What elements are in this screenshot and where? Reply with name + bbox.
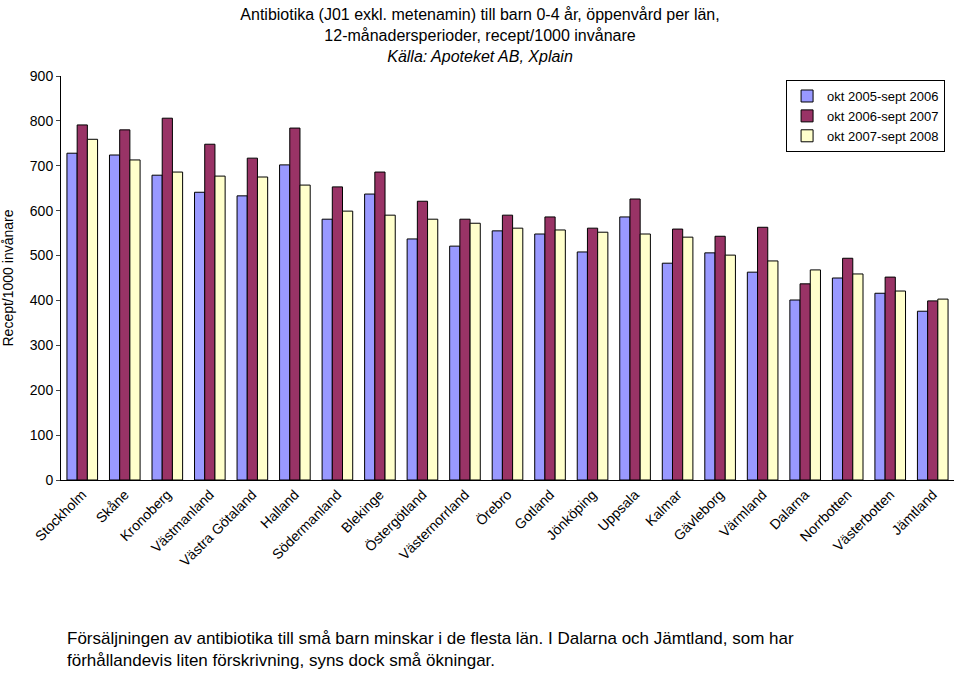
svg-text:Jämtland: Jämtland (888, 487, 939, 538)
svg-text:Västra Götaland: Västra Götaland (177, 487, 260, 570)
svg-text:Skåne: Skåne (92, 486, 132, 526)
svg-text:Uppsala: Uppsala (594, 486, 642, 534)
svg-text:Gävleborg: Gävleborg (670, 487, 727, 544)
svg-text:Västmanland: Västmanland (148, 487, 217, 556)
svg-text:Kalmar: Kalmar (642, 486, 685, 529)
svg-text:Norrbotten: Norrbotten (797, 487, 855, 545)
svg-text:okt 2005-sept 2006: okt 2005-sept 2006 (827, 89, 938, 104)
svg-text:Dalarna: Dalarna (766, 486, 812, 532)
svg-text:900: 900 (30, 68, 54, 84)
svg-text:Kronoberg: Kronoberg (117, 487, 175, 545)
svg-text:Östergötland: Östergötland (361, 486, 430, 555)
svg-text:700: 700 (30, 158, 54, 174)
svg-text:okt 2007-sept 2008: okt 2007-sept 2008 (827, 129, 938, 144)
svg-text:800: 800 (30, 113, 54, 129)
svg-text:Örebro: Örebro (472, 486, 515, 529)
svg-text:600: 600 (30, 203, 54, 219)
svg-text:Recept/1000 invånare: Recept/1000 invånare (0, 209, 16, 346)
svg-text:Antibiotika (J01 exkl. metenam: Antibiotika (J01 exkl. metenamin) till b… (240, 6, 719, 65)
svg-text:Värmland: Värmland (716, 487, 770, 541)
svg-text:0: 0 (45, 472, 53, 488)
svg-text:Södermanland: Södermanland (269, 487, 345, 563)
svg-text:Halland: Halland (257, 487, 302, 532)
svg-text:300: 300 (30, 337, 54, 353)
svg-text:100: 100 (30, 427, 54, 443)
svg-text:Gotland: Gotland (511, 487, 557, 533)
svg-text:okt 2006-sept 2007: okt 2006-sept 2007 (827, 109, 938, 124)
svg-text:Försäljningen av antibiotika t: Försäljningen av antibiotika till små ba… (67, 629, 794, 670)
svg-text:400: 400 (30, 292, 54, 308)
svg-text:Västerbotten: Västerbotten (830, 487, 897, 554)
svg-text:Blekinge: Blekinge (338, 486, 387, 535)
svg-text:500: 500 (30, 247, 54, 263)
svg-text:Jönköping: Jönköping (543, 487, 599, 543)
svg-text:Västernorrland: Västernorrland (396, 487, 472, 563)
svg-text:200: 200 (30, 382, 54, 398)
svg-text:Stockholm: Stockholm (32, 487, 90, 545)
